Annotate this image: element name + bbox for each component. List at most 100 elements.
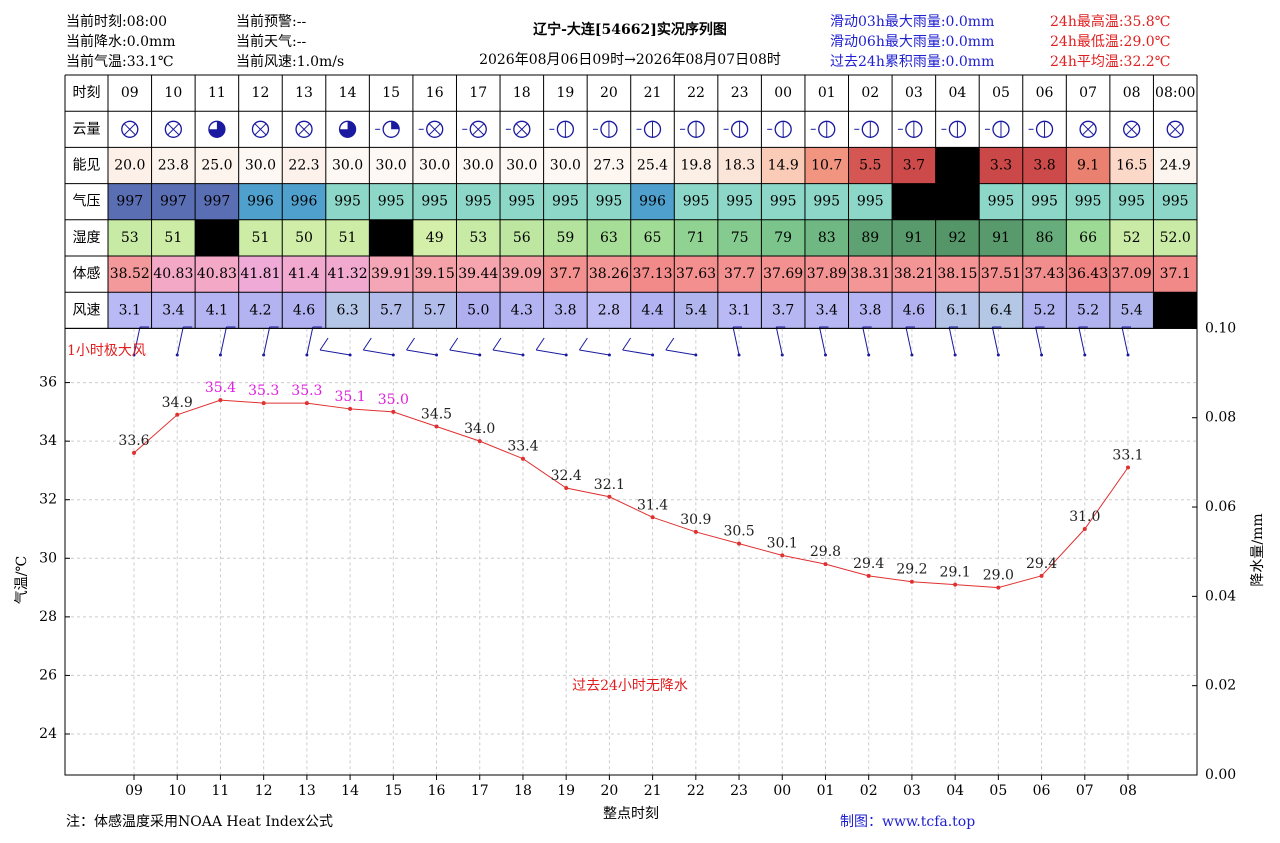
cell-value: 30.0: [419, 158, 450, 174]
table-cell: [761, 256, 805, 293]
cell-value: 75: [731, 230, 749, 246]
temp-label: 35.4: [205, 380, 236, 396]
cell-value: 3.8: [554, 302, 576, 318]
cell-value: 995: [552, 194, 579, 210]
x-tick-label: 03: [903, 783, 921, 799]
cloud-icon: [1123, 120, 1141, 138]
x-tick-label: 22: [687, 783, 705, 799]
hour-label: 23: [731, 85, 749, 101]
cell-value: 41.81: [240, 266, 280, 282]
cell-value: 995: [1031, 194, 1058, 210]
table-cell: [761, 292, 805, 329]
status-text: 当前天气:--: [236, 33, 306, 50]
wind-dot: [391, 353, 395, 357]
cloud-icon: [391, 121, 400, 130]
row-label: 气压: [73, 194, 101, 210]
y2label: 降水量/mm: [1250, 513, 1266, 586]
row-label: 能见: [73, 158, 101, 174]
table-cell: [282, 292, 326, 329]
cell-value: 27.3: [593, 158, 624, 174]
table-cell: [1109, 219, 1154, 256]
x-tick-label: 13: [298, 783, 316, 799]
cell-value: 6.4: [990, 302, 1012, 318]
temp-label: 30.1: [767, 535, 798, 551]
cell-value: 996: [639, 194, 666, 210]
table-cell: [630, 219, 675, 256]
table-cell: [717, 183, 762, 220]
wind-barb: [732, 326, 740, 356]
x-tick-label: 18: [514, 783, 532, 799]
cell-value: 5.5: [859, 158, 881, 174]
status-text: 当前气温:33.1℃: [66, 53, 174, 70]
hour-label: 15: [382, 85, 400, 101]
cell-value: 4.3: [511, 302, 533, 318]
x-tick-label: 23: [730, 783, 748, 799]
cell-value: 39.15: [415, 266, 455, 282]
temp-text: 24h平均温:32.2℃: [1050, 54, 1170, 70]
temp-point: [348, 406, 353, 411]
table-cell: [195, 292, 239, 329]
wind-barb: [320, 349, 351, 356]
cell-value: 66: [1079, 230, 1097, 246]
cell-value: 38.21: [894, 266, 934, 282]
cell-value: 37.51: [981, 266, 1021, 282]
wind-barb: [363, 349, 394, 356]
cell-value: 71: [687, 230, 705, 246]
status-text: 当前时刻:08:00: [66, 13, 167, 30]
table-cell: [979, 147, 1023, 184]
wind-barb: [536, 349, 567, 356]
table-cell: [108, 292, 152, 329]
temp-point: [477, 439, 482, 444]
temp-label: 29.8: [810, 544, 841, 560]
wind-dot: [175, 353, 179, 357]
cell-value: 6.1: [946, 302, 968, 318]
wind-barb: [492, 337, 502, 351]
table-cell: [500, 147, 544, 184]
table-cell: [108, 183, 152, 220]
table-cell: [543, 183, 588, 220]
table-cell: [717, 147, 762, 184]
x-tick-label: 06: [1033, 783, 1051, 799]
table-cell: [369, 256, 413, 293]
x-tick-label: 12: [255, 783, 273, 799]
table-cell: [1022, 256, 1067, 293]
wind-barb: [578, 337, 588, 351]
table-cell: [717, 219, 762, 256]
table-cell: [325, 147, 370, 184]
cell-value: 5.4: [1121, 302, 1143, 318]
table-cell: [892, 183, 936, 220]
x-tick-label: 02: [860, 783, 878, 799]
table-cell: [369, 147, 413, 184]
table-cell: [282, 219, 326, 256]
table-cell: [674, 183, 718, 220]
cell-value: 5.7: [380, 302, 402, 318]
status-text: 当前预警:--: [236, 13, 306, 30]
temp-point: [866, 573, 871, 578]
table-cell: [979, 256, 1023, 293]
hour-label: 06: [1036, 85, 1054, 101]
temp-label: 29.1: [940, 565, 971, 581]
table-cell: [761, 219, 805, 256]
temp-point: [520, 456, 525, 461]
table-cell: [369, 292, 413, 329]
wind-dot: [910, 353, 914, 357]
cell-value: 30.0: [245, 158, 276, 174]
table-cell: [979, 219, 1023, 256]
footer-credit: 制图：www.tcfa.top: [840, 814, 975, 830]
table-cell: [1066, 147, 1110, 184]
table-cell: [892, 292, 936, 329]
title: 辽宁-大连[54662]实况序列图: [533, 21, 727, 38]
table-cell: [674, 147, 718, 184]
table-cell: [587, 292, 631, 329]
cell-value: 30.0: [376, 158, 407, 174]
ylabel: 气温/℃: [14, 556, 30, 604]
y-tick-label: 32: [39, 492, 57, 508]
cell-value: 3.4: [816, 302, 838, 318]
table-cell: [587, 147, 631, 184]
temp-label: 35.3: [291, 383, 322, 399]
wind-barb: [319, 337, 329, 351]
cell-value: 995: [334, 194, 361, 210]
temp-point: [607, 494, 612, 499]
x-tick-label: 14: [341, 783, 359, 799]
temp-label: 34.5: [421, 407, 452, 423]
